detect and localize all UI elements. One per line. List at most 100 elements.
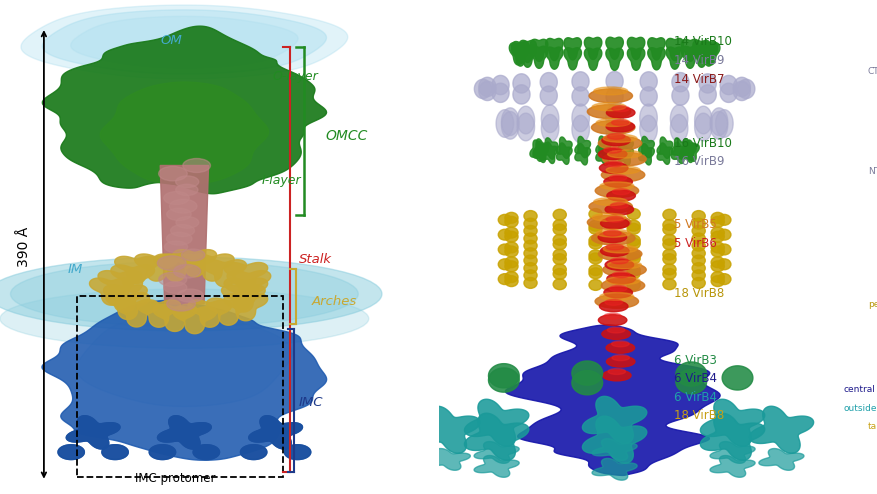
Polygon shape	[605, 48, 623, 71]
Ellipse shape	[588, 220, 602, 231]
Ellipse shape	[608, 369, 624, 374]
Ellipse shape	[164, 282, 187, 293]
Polygon shape	[111, 265, 154, 292]
Ellipse shape	[553, 209, 566, 220]
Ellipse shape	[662, 219, 675, 230]
Ellipse shape	[710, 261, 724, 272]
Ellipse shape	[601, 329, 630, 339]
Polygon shape	[478, 82, 496, 101]
Polygon shape	[58, 445, 84, 459]
Ellipse shape	[591, 231, 634, 245]
Polygon shape	[248, 416, 302, 449]
Polygon shape	[193, 445, 219, 459]
Ellipse shape	[524, 248, 537, 259]
Polygon shape	[67, 416, 120, 449]
Polygon shape	[153, 304, 196, 331]
Ellipse shape	[504, 272, 517, 283]
Ellipse shape	[593, 87, 627, 95]
Ellipse shape	[588, 200, 631, 213]
Ellipse shape	[710, 257, 724, 268]
Ellipse shape	[177, 289, 203, 302]
Ellipse shape	[611, 272, 629, 278]
Ellipse shape	[662, 249, 675, 260]
Polygon shape	[106, 292, 149, 320]
Text: 390 Å: 390 Å	[18, 227, 31, 267]
Ellipse shape	[587, 105, 630, 119]
Polygon shape	[571, 72, 588, 91]
Polygon shape	[76, 315, 292, 407]
Ellipse shape	[605, 342, 634, 353]
Polygon shape	[700, 413, 764, 460]
Ellipse shape	[710, 276, 724, 287]
Polygon shape	[666, 47, 683, 69]
Ellipse shape	[626, 265, 639, 276]
Ellipse shape	[11, 261, 358, 327]
Ellipse shape	[691, 263, 704, 274]
Text: 6 VirB4: 6 VirB4	[674, 372, 716, 385]
Ellipse shape	[626, 268, 639, 279]
Ellipse shape	[553, 234, 566, 245]
Text: central: central	[843, 385, 874, 394]
Polygon shape	[647, 48, 665, 70]
Polygon shape	[496, 110, 513, 137]
Polygon shape	[188, 300, 232, 327]
Ellipse shape	[524, 278, 537, 288]
Text: I-layer: I-layer	[261, 174, 301, 187]
Ellipse shape	[662, 254, 675, 265]
Polygon shape	[541, 105, 559, 132]
Ellipse shape	[599, 163, 627, 173]
Ellipse shape	[553, 254, 566, 265]
Polygon shape	[464, 399, 528, 447]
Polygon shape	[227, 271, 270, 298]
Text: 6 VirB3: 6 VirB3	[674, 354, 716, 367]
Ellipse shape	[504, 231, 517, 242]
Ellipse shape	[597, 315, 626, 326]
Text: Arches: Arches	[311, 295, 357, 308]
Polygon shape	[605, 104, 623, 131]
Ellipse shape	[603, 230, 621, 236]
Polygon shape	[671, 86, 688, 105]
Polygon shape	[638, 136, 653, 158]
Ellipse shape	[605, 216, 623, 222]
Polygon shape	[605, 72, 623, 91]
Ellipse shape	[595, 119, 630, 126]
Ellipse shape	[504, 276, 517, 287]
Polygon shape	[517, 113, 534, 141]
Polygon shape	[571, 370, 602, 395]
Polygon shape	[512, 85, 530, 104]
Ellipse shape	[602, 135, 630, 146]
Ellipse shape	[159, 272, 187, 287]
Ellipse shape	[717, 244, 730, 255]
Ellipse shape	[524, 270, 537, 281]
Polygon shape	[574, 144, 590, 165]
Polygon shape	[563, 48, 581, 70]
Ellipse shape	[588, 280, 602, 290]
Ellipse shape	[524, 255, 537, 266]
Polygon shape	[539, 86, 557, 105]
Ellipse shape	[595, 294, 638, 308]
Polygon shape	[149, 445, 175, 459]
Bar	[77, 296, 282, 477]
Polygon shape	[671, 73, 688, 92]
Polygon shape	[478, 77, 496, 96]
Ellipse shape	[0, 289, 368, 348]
Polygon shape	[671, 138, 687, 159]
Ellipse shape	[175, 176, 198, 188]
Ellipse shape	[598, 149, 626, 160]
Polygon shape	[71, 16, 297, 68]
Polygon shape	[248, 416, 302, 449]
Ellipse shape	[710, 246, 724, 257]
Ellipse shape	[710, 272, 724, 283]
Ellipse shape	[602, 370, 631, 381]
Text: 16 VirB10: 16 VirB10	[674, 137, 731, 150]
Ellipse shape	[626, 280, 639, 290]
Ellipse shape	[601, 168, 644, 182]
Ellipse shape	[607, 261, 641, 269]
Polygon shape	[190, 254, 234, 281]
Polygon shape	[694, 106, 711, 134]
Ellipse shape	[691, 233, 704, 244]
Ellipse shape	[717, 274, 730, 285]
Ellipse shape	[600, 218, 629, 229]
Text: NTD: NTD	[866, 167, 877, 176]
Polygon shape	[98, 271, 141, 298]
